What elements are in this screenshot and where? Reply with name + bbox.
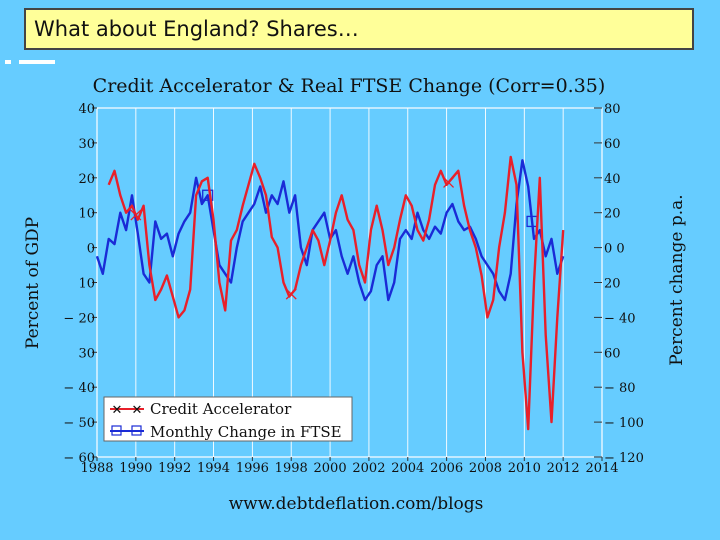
legend-marker-credit-1: ✕ xyxy=(112,403,123,418)
y-right-tick-label: 60 xyxy=(604,137,621,152)
x-tick-label: 1992 xyxy=(158,461,191,476)
y-left-axis-label: Percent of GDP xyxy=(23,217,43,349)
chart-footer: www.debtdeflation.com/blogs xyxy=(229,494,484,514)
legend: ✕ ✕ Credit Accelerator Monthly Change in… xyxy=(103,396,353,442)
marker-stroke xyxy=(285,288,297,300)
y-right-tick-label: − 100 xyxy=(604,416,644,431)
y-right-axis-ticks: 80 60 40 20 0 0 20 − 40 60 − 80 − 100 − 120 xyxy=(594,102,644,466)
x-tick-label: 1996 xyxy=(236,461,269,476)
legend-label-credit: Credit Accelerator xyxy=(150,400,292,418)
x-tick-label: 2010 xyxy=(508,461,541,476)
x-tick-label: 1998 xyxy=(275,461,308,476)
y-left-tick-label: 10 xyxy=(78,277,95,292)
x-tick-label: 1990 xyxy=(119,461,152,476)
series-layer xyxy=(95,155,565,431)
slide-title: What about England? Shares… xyxy=(24,8,694,50)
y-right-axis-label: Percent change p.a. xyxy=(667,194,687,365)
legend-marker-ftse-2 xyxy=(131,425,142,436)
legend-marker-ftse-1 xyxy=(111,425,122,436)
y-left-tick-label: − 20 xyxy=(63,311,95,326)
y-right-tick-label: 20 xyxy=(604,277,621,292)
legend-marker-credit-2: ✕ xyxy=(132,403,143,418)
y-left-tick-label: 30 xyxy=(78,137,95,152)
y-right-tick-label: 80 xyxy=(604,102,621,117)
chart-title: Credit Accelerator & Real FTSE Change (C… xyxy=(93,75,606,97)
series-marker-credit-accelerator xyxy=(285,288,297,300)
x-tick-label: 2008 xyxy=(469,461,502,476)
decorative-bar xyxy=(19,60,55,64)
y-left-tick-label: 20 xyxy=(78,172,95,187)
x-tick-label: 2000 xyxy=(314,461,347,476)
y-left-tick-label: − 40 xyxy=(63,381,95,396)
y-left-tick-label: 30 xyxy=(78,346,95,361)
x-tick-label: 2002 xyxy=(352,461,385,476)
series-marker-ftse-change xyxy=(202,189,214,201)
y-right-tick-label: − 120 xyxy=(604,451,644,466)
series-marker-credit-accelerator xyxy=(130,209,142,221)
legend-label-ftse: Monthly Change in FTSE xyxy=(150,423,342,441)
y-left-tick-label: − 60 xyxy=(63,451,95,466)
marker-stroke xyxy=(443,176,455,188)
marker-stroke xyxy=(130,209,142,221)
x-tick-label: 2014 xyxy=(585,461,618,476)
y-left-axis-ticks: 40 30 20 10 0 10 − 20 30 − 40 − 50 − 60 xyxy=(63,102,97,466)
x-tick-label: 2006 xyxy=(430,461,463,476)
x-tick-label: 1994 xyxy=(197,461,230,476)
x-tick-label: 1988 xyxy=(80,461,113,476)
y-left-tick-label: − 50 xyxy=(63,416,95,431)
x-tick-label: 2004 xyxy=(391,461,424,476)
y-left-tick-label: 0 xyxy=(87,242,95,257)
series-line-credit-accelerator xyxy=(107,155,565,431)
y-right-tick-label: 0 0 xyxy=(604,242,625,257)
decorative-dash xyxy=(5,60,11,64)
y-right-tick-label: − 80 xyxy=(604,381,636,396)
y-right-tick-label: 60 xyxy=(604,346,621,361)
y-right-tick-label: 20 xyxy=(604,207,621,222)
x-axis-ticks: 1988 1990 1992 1994 1996 1998 2000 2002 2004 2006… xyxy=(80,457,619,476)
legend-box xyxy=(103,396,353,442)
series-marker-credit-accelerator xyxy=(443,176,455,188)
x-tick-label: 2012 xyxy=(547,461,580,476)
y-right-tick-label: − 40 xyxy=(604,311,636,326)
y-right-tick-label: 40 xyxy=(604,172,621,187)
y-left-tick-label: 10 xyxy=(78,207,95,222)
y-left-tick-label: 40 xyxy=(78,102,95,117)
